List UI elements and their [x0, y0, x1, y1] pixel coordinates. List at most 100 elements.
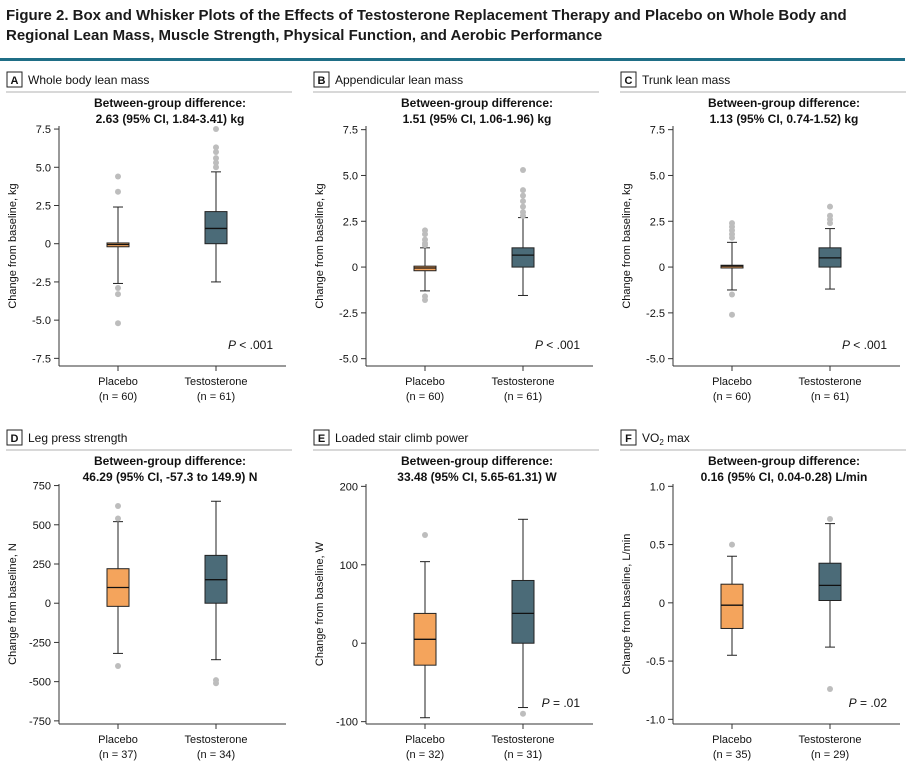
- outlier-point: [520, 203, 526, 210]
- p-value: P < .001: [842, 338, 887, 352]
- panel-letter: A: [11, 75, 19, 87]
- panel-title: Leg press strength: [28, 431, 127, 445]
- group-n-label: (n = 60): [713, 391, 751, 403]
- p-value: P < .001: [535, 338, 580, 352]
- outlier-point: [827, 515, 833, 522]
- y-tick-label: 0: [659, 598, 665, 610]
- y-axis-label: Change from baseline, kg: [314, 183, 326, 308]
- outlier-point: [520, 198, 526, 205]
- y-tick-label: -100: [336, 717, 358, 729]
- panel-letter-box: [313, 71, 330, 88]
- y-tick-label: 7.5: [343, 125, 358, 137]
- group-n-label: (n = 61): [811, 391, 849, 403]
- group-label: Testosterone: [185, 734, 248, 746]
- outlier-point: [729, 234, 735, 241]
- panel-subtitle-line: 46.29 (95% CI, -57.3 to 149.9) N: [83, 470, 258, 484]
- group-label: Placebo: [712, 734, 752, 746]
- panel-title: Loaded stair climb power: [335, 431, 468, 445]
- outlier-point: [213, 148, 219, 155]
- outlier-point: [115, 291, 121, 298]
- panel-title: Whole body lean mass: [28, 73, 149, 87]
- iqr-box: [511, 247, 535, 268]
- y-tick-label: 7.5: [650, 125, 665, 137]
- box-placebo: [720, 541, 744, 656]
- p-value: P = .02: [849, 696, 888, 710]
- y-tick-label: 2.5: [650, 216, 665, 228]
- outlier-point: [115, 173, 121, 180]
- group-n-label: (n = 60): [99, 391, 137, 403]
- panel-letter: E: [318, 433, 325, 445]
- panel-subtitle-line: Between-group difference:: [708, 96, 860, 110]
- group-label: Testosterone: [185, 376, 248, 388]
- y-tick-label: -250: [29, 637, 51, 649]
- panel-c: C Trunk lean mass Between-group difference…: [620, 71, 906, 403]
- y-tick-label: -7.5: [32, 353, 51, 365]
- y-tick-label: -500: [29, 677, 51, 689]
- p-value: P < .001: [228, 338, 273, 352]
- outlier-point: [115, 188, 121, 195]
- group-n-label: (n = 32): [406, 749, 444, 761]
- outlier-point: [729, 291, 735, 298]
- y-tick-label: -750: [29, 716, 51, 728]
- y-tick-label: 0: [45, 239, 51, 251]
- group-n-label: (n = 60): [406, 391, 444, 403]
- y-tick-label: 0.5: [650, 540, 665, 552]
- box-placebo: [106, 502, 130, 669]
- box-placebo: [413, 531, 437, 719]
- panel-title-text: VO: [642, 431, 659, 445]
- outlier-point: [115, 515, 121, 522]
- y-axis-label: Change from baseline, N: [7, 543, 19, 665]
- y-tick-label: 2.5: [36, 200, 51, 212]
- y-axis-label: Change from baseline, kg: [621, 183, 633, 308]
- y-tick-label: -5.0: [32, 315, 51, 327]
- outlier-point: [422, 297, 428, 304]
- panel-subtitle-line: 1.51 (95% CI, 1.06-1.96) kg: [403, 112, 552, 126]
- outlier-point: [520, 187, 526, 194]
- outlier-point: [115, 662, 121, 669]
- panel-title-text: Appendicular lean mass: [335, 73, 463, 87]
- panel-subtitle-line: 33.48 (95% CI, 5.65-61.31) W: [397, 470, 557, 484]
- outlier-point: [729, 541, 735, 548]
- title-rule: [0, 58, 905, 61]
- outlier-point: [827, 220, 833, 227]
- outlier-point: [827, 203, 833, 210]
- panel-subtitle-line: Between-group difference:: [401, 454, 553, 468]
- panel-subtitle-line: Between-group difference:: [708, 454, 860, 468]
- outlier-point: [729, 311, 735, 318]
- box-testosterone: [204, 500, 228, 687]
- outlier-point: [422, 231, 428, 238]
- panel-f: F VO2 max Between-group difference: 0.16 (9…: [620, 429, 906, 761]
- outlier-point: [422, 531, 428, 538]
- y-tick-label: -1.0: [646, 714, 665, 726]
- panel-letter: D: [11, 433, 19, 445]
- iqr-box: [511, 579, 535, 644]
- y-tick-label: -2.5: [32, 277, 51, 289]
- outlier-point: [520, 212, 526, 219]
- outlier-point: [213, 144, 219, 151]
- group-n-label: (n = 61): [197, 391, 235, 403]
- panel-title-text: Trunk lean mass: [642, 73, 730, 87]
- panel-a: A Whole body lean mass Between-group diffe…: [6, 71, 292, 403]
- y-tick-label: -5.0: [339, 354, 358, 366]
- outlier-point: [213, 164, 219, 171]
- box-testosterone: [511, 166, 535, 296]
- group-n-label: (n = 29): [811, 749, 849, 761]
- panel-title-text: Whole body lean mass: [28, 73, 149, 87]
- outlier-point: [115, 502, 121, 509]
- outlier-point: [115, 320, 121, 327]
- y-tick-label: 500: [33, 520, 51, 532]
- panel-letter-box: [620, 71, 637, 88]
- panel-b: B Appendicular lean mass Between-group dif…: [313, 71, 599, 403]
- iqr-box: [204, 211, 228, 245]
- iqr-box: [720, 583, 744, 629]
- panel-d: D Leg press strength Between-group differe…: [6, 429, 292, 761]
- iqr-box: [818, 562, 842, 602]
- panel-title: VO2 max: [642, 431, 690, 447]
- y-axis-label: Change from baseline, L/min: [621, 534, 633, 675]
- group-label: Placebo: [405, 734, 445, 746]
- outlier-point: [827, 686, 833, 693]
- group-label: Testosterone: [492, 376, 555, 388]
- figure-title: Figure 2. Box and Whisker Plots of the E…: [6, 7, 847, 44]
- box-testosterone: [511, 518, 535, 717]
